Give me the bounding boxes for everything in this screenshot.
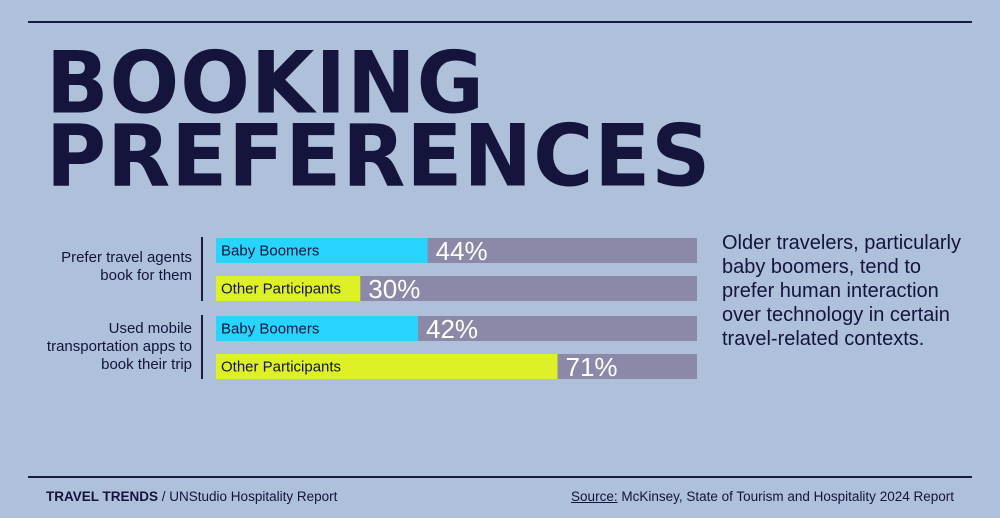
footer-source: Source: McKinsey, State of Tourism and H… xyxy=(571,489,954,504)
page-title: BOOKING PREFERENCES xyxy=(46,34,712,207)
bar-g2-b1 xyxy=(216,316,419,341)
source-text: McKinsey, State of Tourism and Hospitali… xyxy=(617,489,954,504)
bar-series-label-g1-b1: Baby Boomers xyxy=(221,243,319,260)
bar-value-label-g2-b2: 71% xyxy=(566,352,618,382)
bar-value-label-g1-b2: 30% xyxy=(368,274,420,304)
footer-report: UNStudio Hospitality Report xyxy=(169,489,338,504)
bar-g1-b1 xyxy=(216,238,428,263)
footer-brand: TRAVEL TRENDS xyxy=(46,489,159,504)
bar-series-label-g1-b2: Other Participants xyxy=(221,281,341,298)
bar-value-label-g2-b1: 42% xyxy=(426,314,478,344)
bottom-rule xyxy=(28,476,972,478)
bar-g1-b2 xyxy=(216,276,361,301)
bar-series-label-g2-b1: Baby Boomers xyxy=(221,321,319,338)
bar-g2-b2 xyxy=(216,354,558,379)
bar-value-label-g1-b1: 44% xyxy=(436,236,488,266)
footer-credit: TRAVEL TRENDS / UNStudio Hospitality Rep… xyxy=(46,489,337,504)
top-rule xyxy=(28,21,972,23)
bar-series-label-g2-b2: Other Participants xyxy=(221,359,341,376)
source-label: Source: xyxy=(571,489,618,504)
group-label-mobile-apps: Used mobile transportation apps to book … xyxy=(46,320,192,373)
group-divider-2 xyxy=(201,315,203,379)
side-description: Older travelers, particularly baby boome… xyxy=(722,232,961,350)
title-line-2: PREFERENCES xyxy=(46,107,712,207)
footer-separator: / xyxy=(158,489,170,504)
title-line-1: BOOKING xyxy=(46,34,485,134)
group-label-travel-agents: Prefer travel agents book for them xyxy=(61,249,192,284)
group-divider-1 xyxy=(201,237,203,301)
